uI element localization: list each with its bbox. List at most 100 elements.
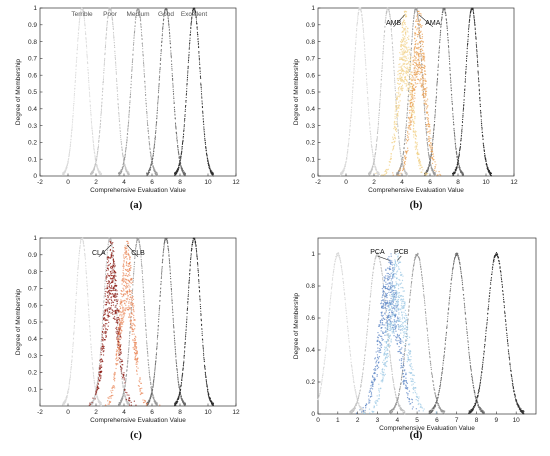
curve-point xyxy=(376,135,378,138)
curve-point xyxy=(128,109,130,111)
curve-point xyxy=(90,114,92,116)
curve-point xyxy=(436,92,438,94)
data-point xyxy=(395,130,398,133)
curve-point xyxy=(367,104,369,106)
data-point xyxy=(409,92,412,94)
curve-point xyxy=(160,57,162,59)
data-point xyxy=(409,57,412,59)
data-point xyxy=(404,66,406,69)
curve-point xyxy=(209,168,211,170)
curve-point xyxy=(89,104,91,106)
curve-point xyxy=(477,66,479,68)
curve-point xyxy=(182,170,184,172)
data-point xyxy=(393,120,396,123)
curve-point xyxy=(462,118,464,120)
curve-point xyxy=(154,136,156,138)
curve-point xyxy=(348,134,351,137)
curve-point xyxy=(93,144,95,147)
curve-point xyxy=(355,41,357,43)
curve-point xyxy=(425,129,427,131)
data-point xyxy=(413,136,415,138)
curve-point xyxy=(133,33,135,35)
curve-point xyxy=(167,17,169,19)
curve-point xyxy=(357,20,359,22)
curve-point xyxy=(122,165,124,167)
curve-point xyxy=(411,36,413,38)
data-point xyxy=(404,76,407,78)
data-point xyxy=(397,87,400,90)
curve-point xyxy=(394,86,396,88)
curve-point xyxy=(133,40,135,42)
curve-point xyxy=(102,80,104,82)
curve-point xyxy=(128,172,130,174)
curve-point xyxy=(196,26,198,28)
curve-point xyxy=(116,87,118,89)
curve-point xyxy=(181,147,183,150)
curve-point xyxy=(482,138,484,140)
curve-point xyxy=(209,166,211,168)
curve-point xyxy=(370,133,372,135)
curve-point xyxy=(380,87,382,89)
curve-point xyxy=(148,135,150,138)
curve-point xyxy=(372,168,374,170)
curve-point xyxy=(453,131,455,133)
curve-point xyxy=(125,146,127,148)
data-point xyxy=(413,59,415,61)
curve-point xyxy=(104,49,106,51)
curve-point xyxy=(372,151,374,154)
curve-point xyxy=(83,16,85,18)
curve-point xyxy=(198,52,200,54)
curve-point xyxy=(106,25,108,27)
curve-point xyxy=(112,23,114,26)
curve-point xyxy=(119,132,121,134)
curve-point xyxy=(201,103,203,105)
data-point xyxy=(422,74,425,76)
curve-point xyxy=(68,158,70,160)
curve-point xyxy=(146,120,148,122)
curve-point xyxy=(179,161,181,163)
curve-point xyxy=(131,63,133,66)
curve-point xyxy=(85,42,87,44)
grade-label: Good xyxy=(158,11,174,18)
curve-point xyxy=(152,166,154,168)
curve-point xyxy=(71,129,73,131)
curve-point xyxy=(170,52,172,54)
curve-point xyxy=(481,125,483,127)
curve-point xyxy=(464,90,466,92)
curve-point xyxy=(153,150,155,152)
curve-point xyxy=(142,58,144,60)
curve-point xyxy=(104,46,106,49)
x-tick-label: 2 xyxy=(372,179,376,186)
curve-point xyxy=(129,94,132,96)
curve-point xyxy=(398,135,400,137)
curve-point xyxy=(432,136,434,138)
data-point xyxy=(406,66,408,68)
curve-point xyxy=(448,47,450,49)
curve-point xyxy=(198,56,200,58)
curve-point xyxy=(373,164,375,166)
curve-point xyxy=(196,23,198,25)
curve-point xyxy=(448,58,451,60)
data-point xyxy=(394,110,396,112)
data-point xyxy=(423,57,425,60)
curve-point xyxy=(481,123,483,125)
curve-point xyxy=(92,143,95,146)
curve-point xyxy=(477,74,479,76)
curve-point xyxy=(482,142,484,145)
data-point xyxy=(400,53,402,55)
curve-point xyxy=(144,76,146,78)
curve-point xyxy=(142,48,144,50)
curve-point xyxy=(347,150,349,152)
curve-point xyxy=(152,154,154,157)
curve-point xyxy=(119,120,121,123)
curve-point xyxy=(72,107,75,109)
data-point xyxy=(407,31,409,33)
curve-point xyxy=(90,118,92,120)
data-point xyxy=(420,171,422,173)
curve-point xyxy=(378,108,380,111)
curve-point xyxy=(156,172,158,174)
curve-point xyxy=(140,26,142,28)
curve-point xyxy=(184,172,186,174)
curve-point xyxy=(178,167,180,169)
curve-point xyxy=(158,89,160,91)
